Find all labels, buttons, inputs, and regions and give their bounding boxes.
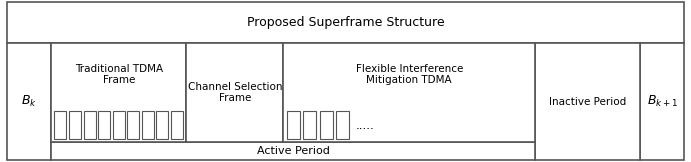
FancyBboxPatch shape <box>336 111 349 139</box>
FancyBboxPatch shape <box>7 43 51 160</box>
FancyBboxPatch shape <box>283 43 535 142</box>
FancyBboxPatch shape <box>319 111 333 139</box>
Text: Flexible Interference
Mitigation TDMA: Flexible Interference Mitigation TDMA <box>356 64 463 86</box>
FancyBboxPatch shape <box>640 43 684 160</box>
FancyBboxPatch shape <box>69 111 81 139</box>
FancyBboxPatch shape <box>84 111 95 139</box>
FancyBboxPatch shape <box>127 111 140 139</box>
FancyBboxPatch shape <box>51 142 535 160</box>
Text: Traditional TDMA
Frame: Traditional TDMA Frame <box>75 64 163 86</box>
Text: $B_{k+1}$: $B_{k+1}$ <box>647 94 678 109</box>
FancyBboxPatch shape <box>7 2 684 43</box>
Text: $B_k$: $B_k$ <box>21 94 37 109</box>
FancyBboxPatch shape <box>55 111 66 139</box>
FancyBboxPatch shape <box>171 111 183 139</box>
FancyBboxPatch shape <box>303 111 316 139</box>
Text: Active Period: Active Period <box>256 146 330 156</box>
FancyBboxPatch shape <box>535 43 640 160</box>
Text: Channel Selection
Frame: Channel Selection Frame <box>188 82 282 103</box>
Text: Proposed Superframe Structure: Proposed Superframe Structure <box>247 16 444 29</box>
FancyBboxPatch shape <box>187 43 283 142</box>
Text: Inactive Period: Inactive Period <box>549 97 626 107</box>
FancyBboxPatch shape <box>98 111 110 139</box>
Text: .....: ..... <box>356 119 375 132</box>
FancyBboxPatch shape <box>287 111 300 139</box>
FancyBboxPatch shape <box>51 43 187 142</box>
FancyBboxPatch shape <box>142 111 154 139</box>
FancyBboxPatch shape <box>113 111 125 139</box>
FancyBboxPatch shape <box>156 111 169 139</box>
